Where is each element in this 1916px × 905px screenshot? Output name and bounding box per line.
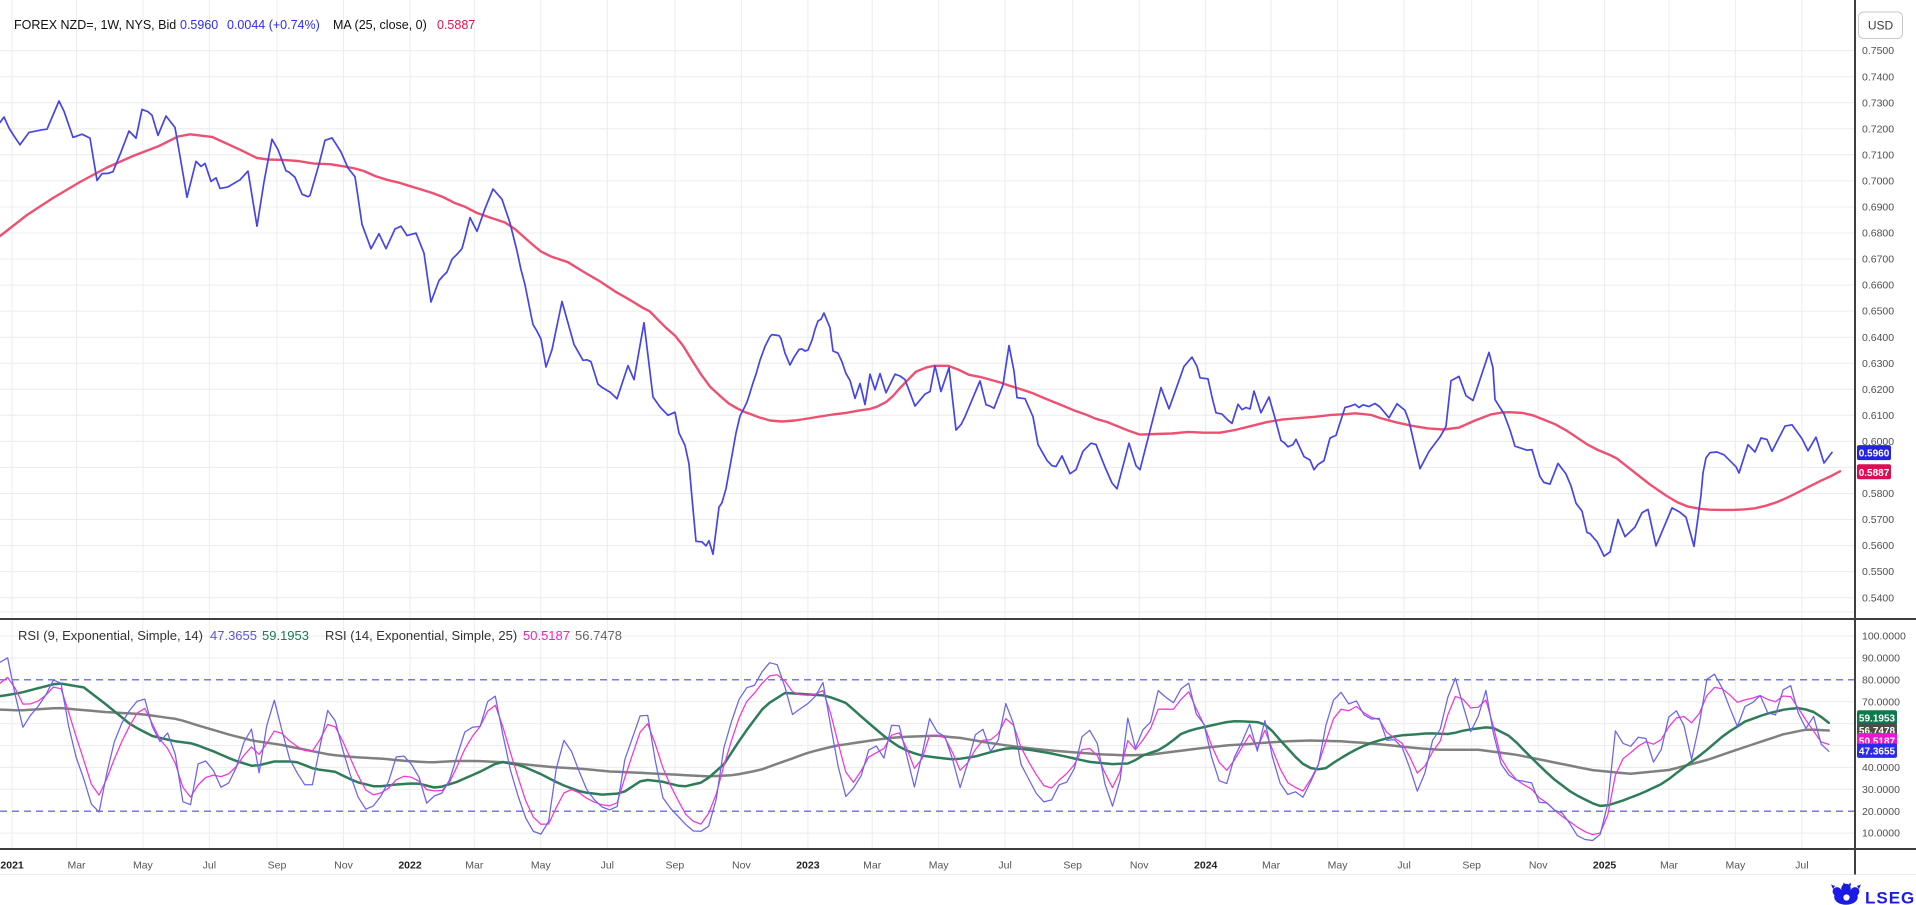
svg-text:Nov: Nov [1130,860,1149,872]
svg-text:Nov: Nov [732,860,751,872]
svg-text:0.6100: 0.6100 [1862,410,1894,422]
svg-text:Nov: Nov [334,860,353,872]
svg-text:0.7500: 0.7500 [1862,45,1894,57]
svg-text:20.0000: 20.0000 [1862,806,1900,818]
svg-text:50.5187: 50.5187 [1859,736,1896,747]
svg-text:LSEG: LSEG [1865,889,1915,905]
svg-text:100.0000: 100.0000 [1862,631,1906,643]
svg-text:Jul: Jul [601,860,614,872]
svg-text:0.5960: 0.5960 [1859,449,1890,460]
svg-text:2021: 2021 [0,860,24,872]
svg-text:Jul: Jul [998,860,1011,872]
svg-text:0.5400: 0.5400 [1862,592,1894,604]
svg-text:70.0000: 70.0000 [1862,696,1900,708]
svg-text:2024: 2024 [1194,860,1218,872]
svg-text:0.6000: 0.6000 [1862,436,1894,448]
svg-text:Sep: Sep [1063,860,1082,872]
svg-text:0.7100: 0.7100 [1862,149,1894,161]
svg-text:Nov: Nov [1529,860,1548,872]
svg-text:Mar: Mar [863,860,882,872]
svg-text:59.1953: 59.1953 [262,628,309,643]
svg-text:0.6600: 0.6600 [1862,280,1894,292]
svg-text:2022: 2022 [398,860,422,872]
svg-text:Mar: Mar [1660,860,1679,872]
svg-text:0.5500: 0.5500 [1862,566,1894,578]
svg-text:2025: 2025 [1593,860,1617,872]
svg-text:0.6500: 0.6500 [1862,306,1894,318]
svg-text:0.6300: 0.6300 [1862,358,1894,370]
svg-text:USD: USD [1868,19,1894,33]
svg-text:40.0000: 40.0000 [1862,762,1900,774]
svg-text:May: May [1725,860,1746,872]
svg-text:47.3655: 47.3655 [1859,747,1896,758]
svg-text:0.5600: 0.5600 [1862,540,1894,552]
svg-text:May: May [133,860,154,872]
svg-text:90.0000: 90.0000 [1862,653,1900,665]
svg-text:0.5960: 0.5960 [180,18,218,32]
svg-text:0.5887: 0.5887 [1859,468,1890,479]
svg-text:0.5700: 0.5700 [1862,514,1894,526]
svg-text:59.1953: 59.1953 [1859,714,1896,725]
svg-text:56.7478: 56.7478 [575,628,622,643]
svg-text:May: May [1328,860,1349,872]
svg-text:0.5800: 0.5800 [1862,488,1894,500]
svg-text:0.6900: 0.6900 [1862,202,1894,214]
svg-text:0.6200: 0.6200 [1862,384,1894,396]
svg-text:MA (25, close, 0): MA (25, close, 0) [333,18,427,32]
svg-text:Sep: Sep [666,860,685,872]
svg-text:0.7300: 0.7300 [1862,97,1894,109]
svg-text:0.0044 (+0.74%): 0.0044 (+0.74%) [227,18,320,32]
svg-text:0.7400: 0.7400 [1862,71,1894,83]
svg-text:0.6800: 0.6800 [1862,228,1894,240]
svg-text:May: May [929,860,950,872]
svg-text:10.0000: 10.0000 [1862,828,1900,840]
svg-text:FOREX NZD=, 1W, NYS, Bid: FOREX NZD=, 1W, NYS, Bid [14,18,176,32]
svg-text:Sep: Sep [268,860,287,872]
svg-text:47.3655: 47.3655 [210,628,257,643]
svg-text:0.6700: 0.6700 [1862,254,1894,266]
svg-text:30.0000: 30.0000 [1862,784,1900,796]
svg-text:Jul: Jul [1795,860,1808,872]
svg-text:Mar: Mar [465,860,484,872]
svg-text:50.5187: 50.5187 [523,628,570,643]
svg-text:0.6400: 0.6400 [1862,332,1894,344]
svg-text:0.7200: 0.7200 [1862,123,1894,135]
svg-text:2023: 2023 [796,860,820,872]
svg-text:Sep: Sep [1462,860,1481,872]
svg-text:Mar: Mar [67,860,86,872]
svg-text:80.0000: 80.0000 [1862,674,1900,686]
svg-text:Jul: Jul [1397,860,1410,872]
svg-text:Jul: Jul [203,860,216,872]
svg-text:Mar: Mar [1262,860,1281,872]
svg-text:RSI (9, Exponential, Simple, 1: RSI (9, Exponential, Simple, 14) [18,628,203,643]
svg-text:May: May [531,860,552,872]
svg-text:56.7478: 56.7478 [1859,726,1896,737]
svg-text:RSI (14, Exponential, Simple,: RSI (14, Exponential, Simple, 25) [325,628,517,643]
svg-text:0.7000: 0.7000 [1862,176,1894,188]
svg-text:0.5887: 0.5887 [437,18,475,32]
